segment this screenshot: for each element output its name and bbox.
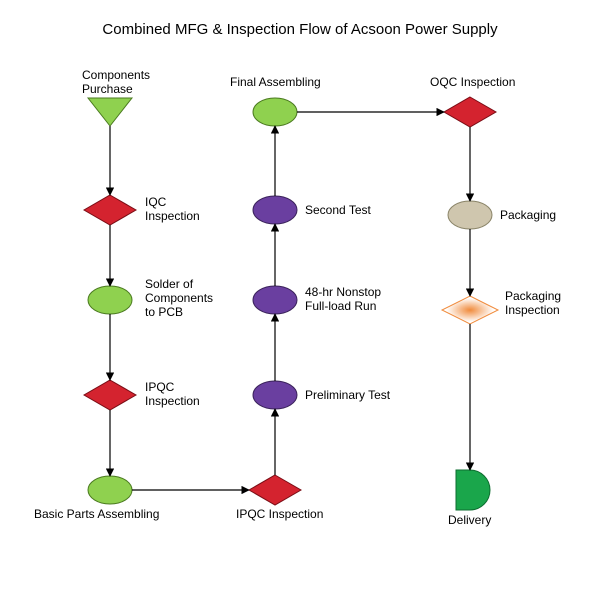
node-label: Inspection	[145, 209, 200, 223]
node-oqc: OQC Inspection	[430, 75, 515, 127]
node-label: Preliminary Test	[305, 388, 391, 402]
node-label: IQC	[145, 195, 167, 209]
flowchart-canvas: Combined MFG & Inspection Flow of Acsoon…	[0, 0, 600, 600]
node-basic_assy: Basic Parts Assembling	[34, 476, 159, 521]
node-packaging: Packaging	[448, 201, 556, 229]
node-label: Delivery	[448, 513, 491, 527]
node-second: Second Test	[253, 196, 371, 224]
node-run48: 48-hr NonstopFull-load Run	[253, 285, 381, 314]
node-iqc: IQCInspection	[84, 195, 200, 225]
node-label: Packaging	[500, 208, 556, 222]
node-ipqc2: IPQC Inspection	[236, 475, 323, 521]
node-label: Purchase	[82, 82, 133, 96]
node-label: Final Assembling	[230, 75, 321, 89]
node-label: Components	[145, 291, 213, 305]
node-label: Inspection	[505, 303, 560, 317]
node-label: to PCB	[145, 305, 183, 319]
node-label: Inspection	[145, 394, 200, 408]
node-pack_insp: PackagingInspection	[442, 289, 561, 324]
node-label: Second Test	[305, 203, 371, 217]
node-label: OQC Inspection	[430, 75, 515, 89]
node-components_purchase: ComponentsPurchase	[82, 68, 150, 126]
node-label: Full-load Run	[305, 299, 376, 313]
node-label: IPQC Inspection	[236, 507, 323, 521]
node-prelim: Preliminary Test	[253, 381, 391, 409]
node-solder: Solder ofComponentsto PCB	[88, 277, 213, 319]
node-final_assy: Final Assembling	[230, 75, 321, 126]
chart-title: Combined MFG & Inspection Flow of Acsoon…	[102, 21, 498, 38]
node-delivery: Delivery	[448, 470, 491, 527]
node-ipqc1: IPQCInspection	[84, 380, 200, 410]
node-label: 48-hr Nonstop	[305, 285, 381, 299]
node-label: Components	[82, 68, 150, 82]
node-label: Basic Parts Assembling	[34, 507, 159, 521]
node-label: Packaging	[505, 289, 561, 303]
node-label: IPQC	[145, 380, 175, 394]
node-label: Solder of	[145, 277, 194, 291]
